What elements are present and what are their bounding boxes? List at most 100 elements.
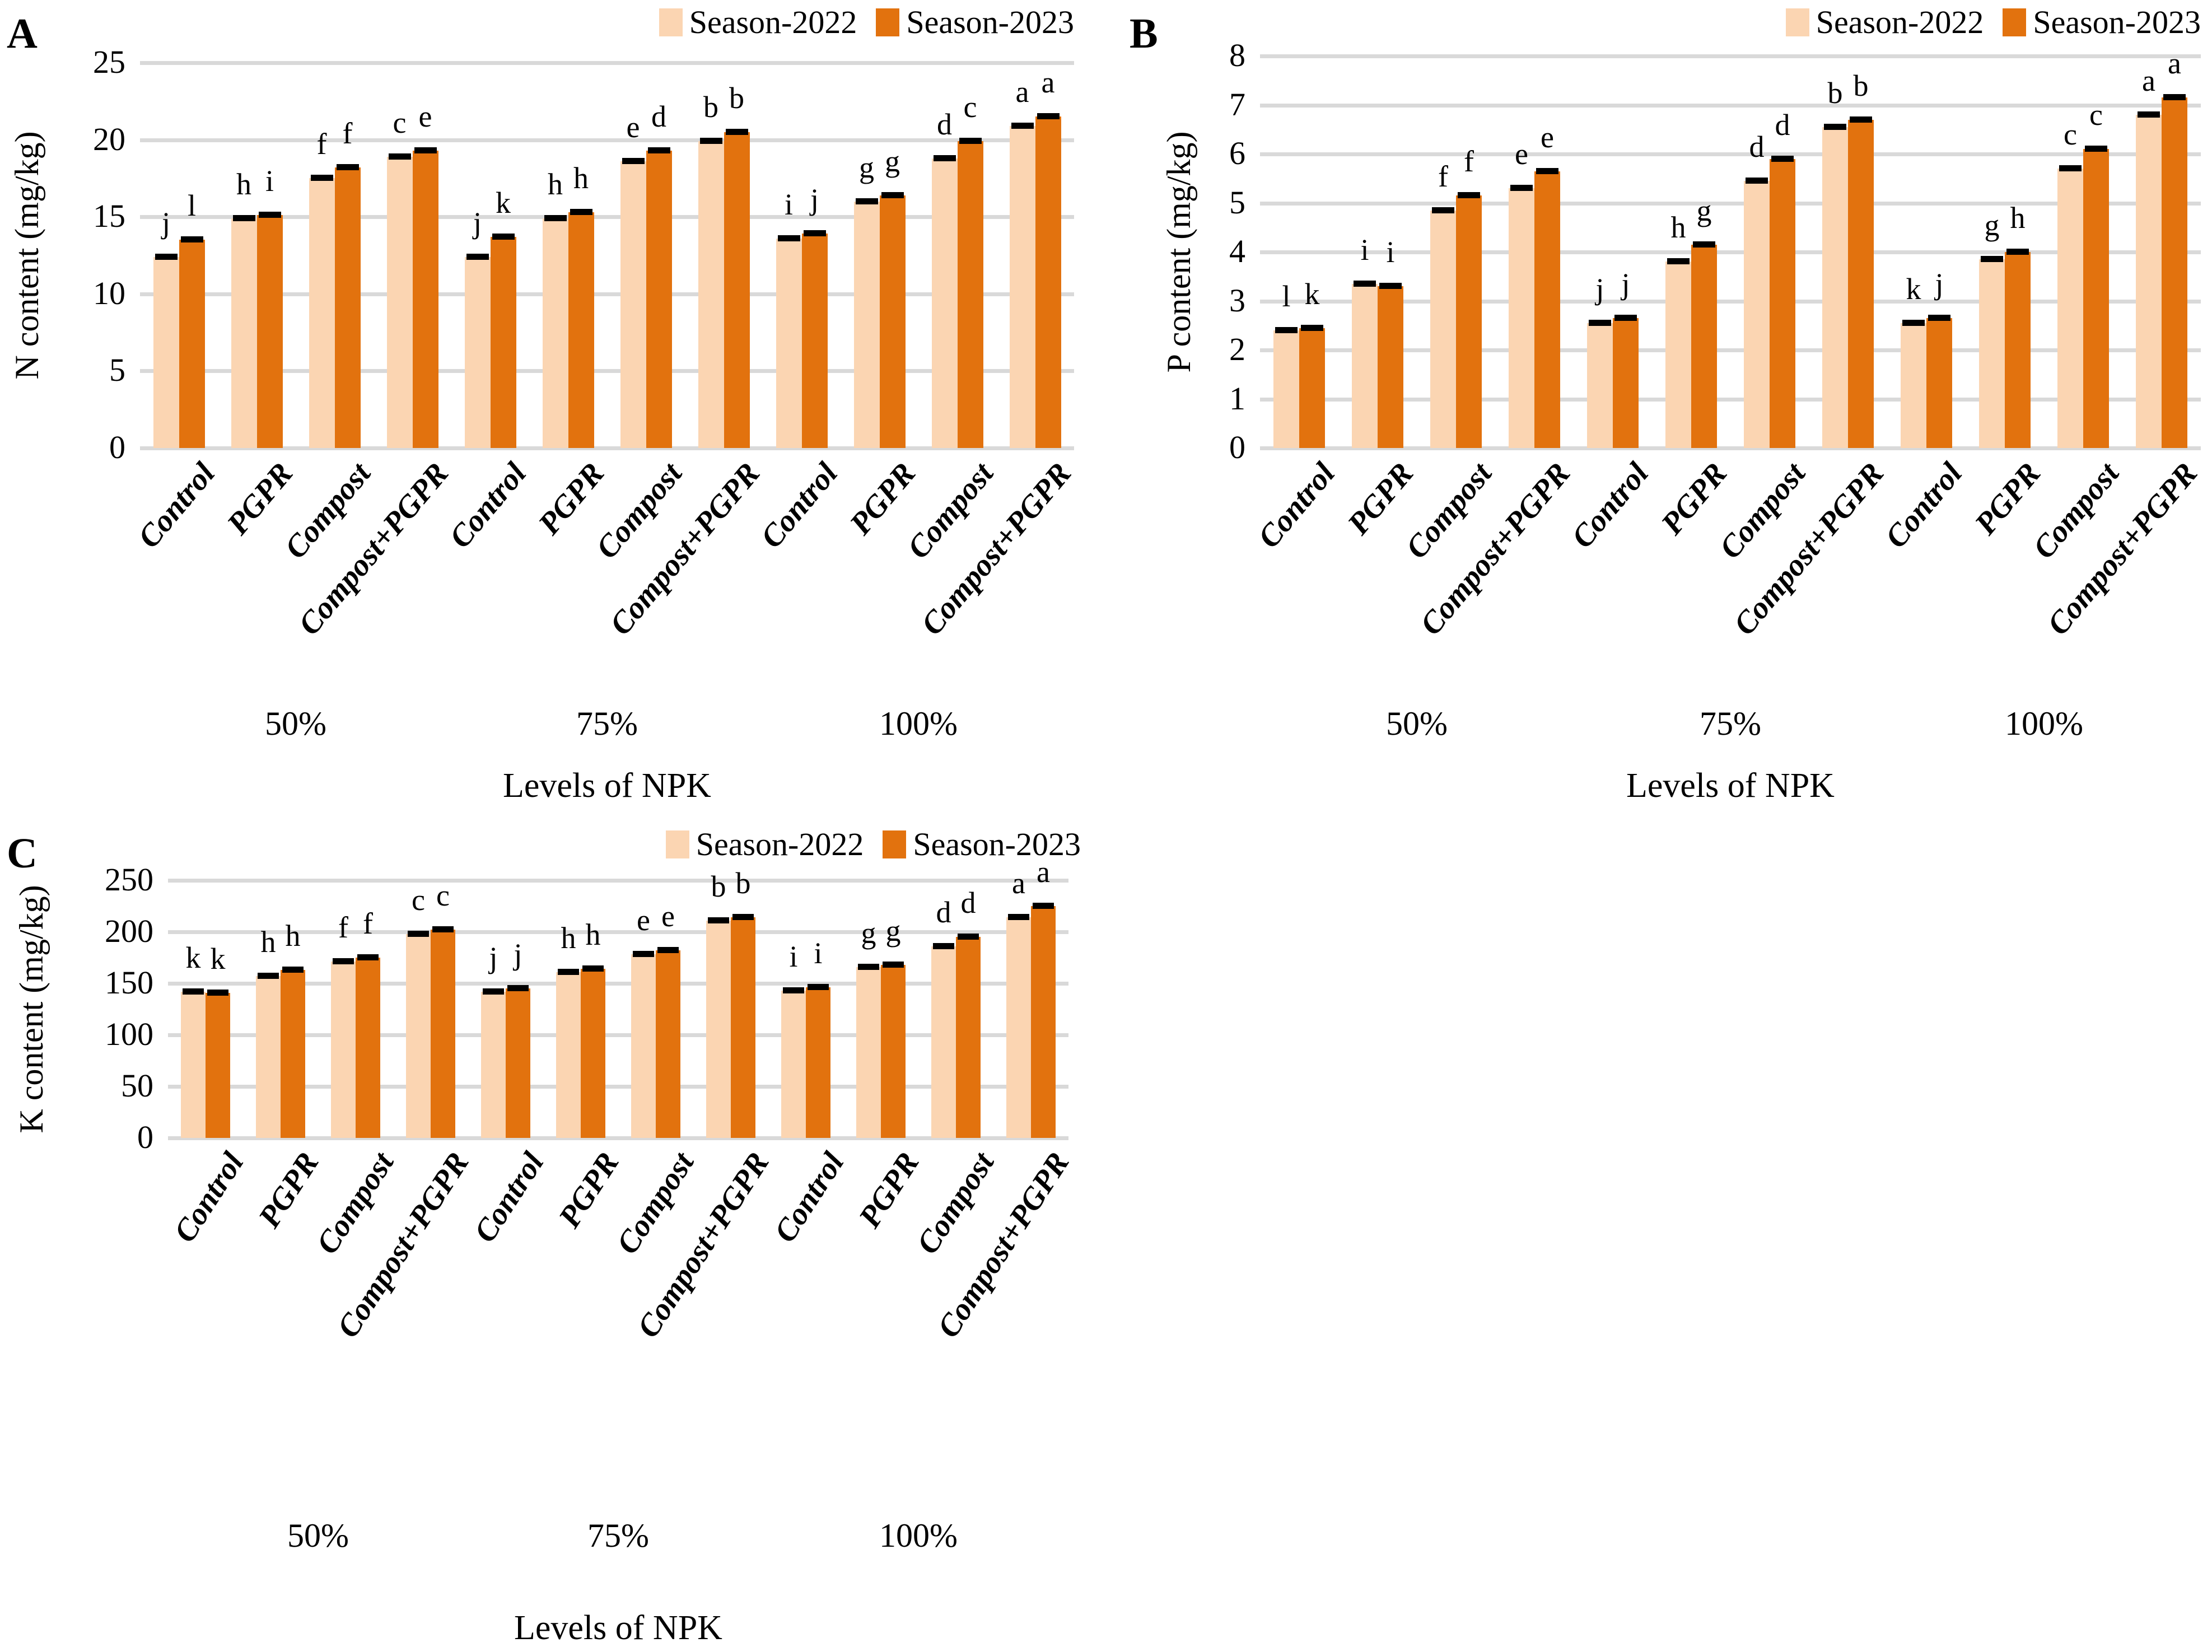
bar-season-2022-pgpr — [231, 218, 257, 448]
error-bar-cap — [2085, 146, 2107, 152]
legend-item-season-2022: Season-2022 — [659, 6, 857, 39]
y-axis-tick-label: 2 — [1229, 331, 1245, 367]
legend-item-season-2022: Season-2022 — [665, 828, 864, 861]
error-bar-cap — [310, 175, 333, 181]
y-axis-tick-label: 0 — [137, 1119, 153, 1155]
panel-c: C Season-2022 Season-2023 K content (mg/kg)… — [0, 818, 1106, 1652]
error-bar-cap — [1379, 283, 1402, 289]
legend-swatch-icon — [883, 830, 907, 858]
npk-level-label: 50% — [1386, 705, 1448, 742]
bar-season-2022-compost — [631, 954, 656, 1138]
npk-level-label: 50% — [287, 1517, 349, 1554]
error-bar-cap — [657, 947, 679, 953]
bar-season-2022-control — [1587, 323, 1613, 448]
significance-letter: e — [418, 100, 432, 133]
gridline — [1260, 201, 2201, 206]
significance-letter: h — [561, 921, 576, 955]
significance-letter: b — [703, 90, 718, 124]
significance-letter: i — [1360, 233, 1369, 267]
panel-label-c: C — [7, 830, 38, 877]
significance-letter: a — [1015, 75, 1029, 109]
significance-letter: j — [473, 206, 482, 240]
bar-season-2023-pgpr — [2005, 252, 2031, 448]
y-axis-tick-label: 100 — [105, 1016, 153, 1052]
bar-season-2023-compost+pgpr — [1534, 171, 1560, 448]
legend-item-season-2023: Season-2023 — [2003, 6, 2201, 39]
bar-season-2022-compost+pgpr — [1006, 917, 1031, 1138]
npk-level-label: 75% — [1700, 705, 1761, 742]
bar-season-2023-compost+pgpr — [1848, 120, 1874, 448]
gridline — [1260, 348, 2201, 352]
significance-letter: k — [185, 941, 201, 974]
bar-season-2023-pgpr — [881, 965, 906, 1138]
gridline — [1260, 103, 2201, 108]
bar-season-2023-pgpr — [1691, 245, 1717, 448]
significance-letter: h — [236, 167, 251, 201]
y-axis-tick-label: 3 — [1229, 282, 1245, 319]
bar-season-2022-pgpr — [856, 967, 881, 1138]
significance-letter: l — [1282, 279, 1291, 313]
bar-season-2023-pgpr — [568, 212, 594, 448]
bar-season-2022-control — [781, 991, 806, 1138]
y-axis-tick-label: 250 — [105, 861, 153, 898]
bar-season-2023-compost+pgpr — [1035, 116, 1061, 448]
bar-season-2022-compost+pgpr — [1822, 127, 1848, 448]
error-bar-cap — [388, 153, 411, 160]
error-bar-cap — [258, 973, 279, 979]
error-bar-cap — [1458, 192, 1480, 198]
bar-season-2023-control — [806, 987, 830, 1138]
gridline — [140, 292, 1074, 296]
significance-letter: h — [2010, 201, 2026, 235]
bar-season-2022-compost — [1744, 181, 1770, 448]
bar-season-2022-control — [481, 992, 506, 1138]
significance-letter: k — [496, 186, 511, 220]
y-axis-tick-label: 1 — [1229, 380, 1245, 417]
significance-letter: g — [885, 144, 900, 178]
error-bar-cap — [357, 954, 379, 960]
npk-level-label: 75% — [587, 1517, 649, 1554]
error-bar-cap — [1824, 124, 1846, 130]
bar-season-2022-compost+pgpr — [1009, 126, 1035, 448]
bar-season-2022-pgpr — [853, 202, 880, 448]
significance-letter: f — [363, 907, 373, 940]
panel-label-a: A — [7, 10, 38, 57]
significance-letter: f — [1438, 160, 1448, 193]
significance-letter: b — [711, 870, 726, 903]
error-bar-cap — [466, 254, 489, 260]
panel-b: B Season-2022 Season-2023 P content (mg/kg)… — [1106, 0, 2212, 818]
bar-season-2022-pgpr — [1665, 262, 1691, 448]
significance-letter: c — [2089, 98, 2103, 132]
significance-letter: a — [1041, 66, 1055, 99]
y-axis-tick-label: 15 — [93, 198, 125, 235]
error-bar-cap — [881, 192, 904, 198]
error-bar-cap — [180, 236, 203, 242]
significance-letter: c — [436, 879, 450, 912]
error-bar-cap — [1037, 113, 1060, 119]
error-bar-cap — [883, 962, 904, 968]
error-bar-cap — [732, 914, 754, 920]
error-bar-cap — [558, 969, 579, 975]
error-bar-cap — [633, 951, 654, 957]
bar-season-2023-compost+pgpr — [412, 151, 438, 448]
error-bar-cap — [1850, 116, 1872, 123]
legend-label: Season-2022 — [1816, 4, 1984, 40]
error-bar-cap — [622, 158, 645, 164]
gridline — [168, 930, 1068, 934]
bar-season-2022-compost — [1430, 211, 1456, 448]
y-axis-tick-label: 8 — [1229, 37, 1245, 73]
gridline — [168, 1136, 1068, 1140]
error-bar-cap — [582, 965, 604, 972]
bar-season-2022-compost — [309, 178, 335, 448]
bar-season-2023-control — [179, 240, 205, 448]
significance-letter: a — [2168, 46, 2181, 80]
gridline — [1260, 152, 2201, 156]
significance-letter: g — [859, 151, 874, 184]
y-axis-tick-label: 150 — [105, 964, 153, 1001]
bar-season-2022-compost+pgpr — [706, 921, 731, 1138]
y-axis-tick-label: 0 — [1229, 429, 1245, 465]
bar-season-2023-pgpr — [1378, 286, 1403, 448]
gridline — [1260, 397, 2201, 402]
error-bar-cap — [783, 987, 804, 993]
significance-letter: a — [1012, 866, 1025, 900]
bar-season-2023-control — [206, 993, 230, 1138]
